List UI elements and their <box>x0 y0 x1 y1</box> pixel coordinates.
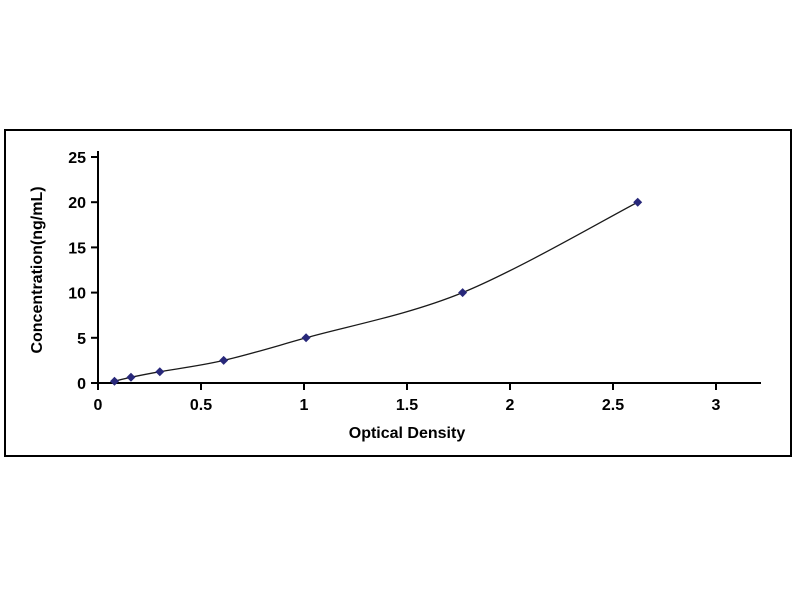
svg-text:25: 25 <box>68 150 86 167</box>
data-point-marker <box>110 376 119 386</box>
svg-text:3: 3 <box>712 397 721 414</box>
data-point-marker <box>301 333 311 343</box>
svg-text:5: 5 <box>77 331 86 348</box>
svg-text:20: 20 <box>68 195 86 212</box>
data-point-marker <box>126 372 136 382</box>
y-axis-title: Concentration(ng/mL) <box>29 186 47 354</box>
chart-canvas: 0 0.5 1 1.5 2 2.5 3 0 5 10 15 20 25 <box>68 150 761 414</box>
svg-text:0: 0 <box>94 397 103 414</box>
data-point-marker <box>458 288 468 298</box>
svg-text:0.5: 0.5 <box>190 397 212 414</box>
svg-text:2: 2 <box>506 397 515 414</box>
data-point-marker <box>155 367 165 377</box>
data-point-marker <box>219 355 229 365</box>
data-point-marker <box>633 197 643 207</box>
svg-text:10: 10 <box>68 286 86 303</box>
svg-text:1.5: 1.5 <box>396 397 418 414</box>
svg-text:0: 0 <box>77 376 86 393</box>
standard-curve-line <box>114 201 638 382</box>
svg-text:2.5: 2.5 <box>602 397 624 414</box>
standard-curve-chart: 0 0.5 1 1.5 2 2.5 3 0 5 10 15 20 25 Optical Density … <box>4 129 792 457</box>
x-axis-title: Optical Density <box>348 425 466 442</box>
svg-text:1: 1 <box>300 397 309 414</box>
svg-text:15: 15 <box>68 240 86 257</box>
